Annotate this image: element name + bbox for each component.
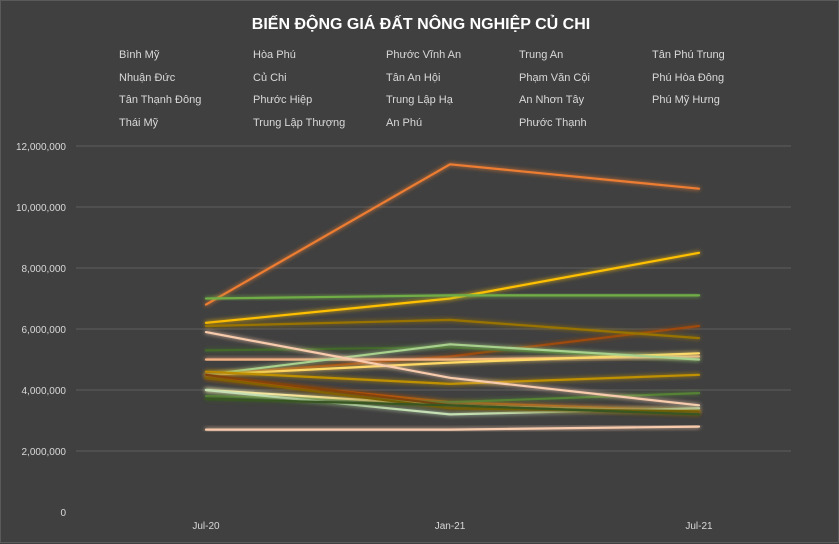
chart-title: BIẾN ĐỘNG GIÁ ĐẤT NÔNG NGHIỆP CỦ CHI xyxy=(252,14,590,33)
legend-label: Củ Chi xyxy=(253,72,287,84)
legend-label: Tân Phú Trung xyxy=(652,49,725,61)
series-line-2 xyxy=(204,251,701,324)
legend-item: Trung Lập Thượng xyxy=(225,117,345,129)
legend-item: Trung Lập Hạ xyxy=(358,94,454,106)
series-line-5 xyxy=(204,318,701,340)
legend-item: Củ Chi xyxy=(225,72,287,84)
legend-label: Tân Thạnh Đông xyxy=(119,94,201,106)
series-lines xyxy=(204,163,701,431)
legend-item: An Nhơn Tây xyxy=(491,94,585,106)
x-tick-label: Jul-21 xyxy=(685,521,713,532)
legend-label: Phú Hòa Đông xyxy=(652,72,724,84)
legend-item: Tân Phú Trung xyxy=(624,49,725,61)
legend-label: An Phú xyxy=(386,117,422,129)
y-tick-label: 0 xyxy=(60,508,66,519)
legend-label: Trung Lập Hạ xyxy=(386,94,454,106)
y-tick-label: 4,000,000 xyxy=(22,386,67,397)
legend-item: Phước Hiệp xyxy=(225,94,312,106)
legend-item: Hòa Phú xyxy=(225,49,296,61)
legend-label: Phạm Văn Cội xyxy=(519,72,590,84)
series-line-11 xyxy=(204,370,701,385)
legend-item: Phú Hòa Đông xyxy=(624,72,724,84)
y-tick-label: 6,000,000 xyxy=(22,325,67,336)
series-line-18 xyxy=(204,398,701,416)
y-tick-label: 8,000,000 xyxy=(22,264,67,275)
legend-item: Tân Thạnh Đông xyxy=(91,94,201,106)
legend-label: An Nhơn Tây xyxy=(519,94,585,106)
legend-item: Phạm Văn Cội xyxy=(491,72,590,84)
y-axis-ticks: 0 2,000,000 4,000,000 6,000,000 8,000,000 10,… xyxy=(16,142,67,519)
y-tick-label: 10,000,000 xyxy=(16,203,66,214)
legend-item: Thái Mỹ xyxy=(91,117,159,129)
legend-item: Tân An Hội xyxy=(358,72,440,84)
gridlines xyxy=(76,145,791,452)
legend-label: Phước Thạnh xyxy=(519,117,587,129)
x-tick-label: Jan-21 xyxy=(435,521,466,532)
y-tick-label: 2,000,000 xyxy=(22,447,67,458)
y-tick-label: 12,000,000 xyxy=(16,142,66,153)
legend-item: An Phú xyxy=(358,117,422,129)
legend-label: Trung Lập Thượng xyxy=(253,117,345,129)
series-line-4 xyxy=(204,324,701,376)
series-line-9 xyxy=(204,343,701,376)
series-line-19 xyxy=(204,425,701,431)
legend-item: Phú Mỹ Hưng xyxy=(624,94,720,106)
series-line-1 xyxy=(204,163,701,306)
legend-label: Hòa Phú xyxy=(253,49,296,61)
legend-label: Tân An Hội xyxy=(386,72,440,84)
legend-label: Phú Mỹ Hưng xyxy=(652,94,720,106)
legend: Bình Mỹ Hòa Phú Phước Vĩnh An Trung An Tân P… xyxy=(91,49,725,129)
legend-item: Phước Vĩnh An xyxy=(358,49,461,61)
series-line-8 xyxy=(204,352,701,376)
x-tick-label: Jul-20 xyxy=(192,521,220,532)
legend-label: Trung An xyxy=(519,49,563,61)
legend-item: Phước Thạnh xyxy=(491,117,587,129)
x-axis-ticks: Jul-20 Jan-21 Jul-21 xyxy=(192,521,713,532)
legend-item: Bình Mỹ xyxy=(91,49,160,61)
legend-label: Phước Hiệp xyxy=(253,94,312,106)
series-line-13 xyxy=(204,331,701,407)
legend-label: Bình Mỹ xyxy=(119,49,160,61)
legend-item: Nhuận Đức xyxy=(91,72,176,84)
legend-label: Thái Mỹ xyxy=(119,117,159,129)
legend-item: Trung An xyxy=(491,49,563,61)
legend-label: Phước Vĩnh An xyxy=(386,49,461,61)
legend-label: Nhuận Đức xyxy=(119,72,176,84)
series-line-3 xyxy=(204,294,701,300)
